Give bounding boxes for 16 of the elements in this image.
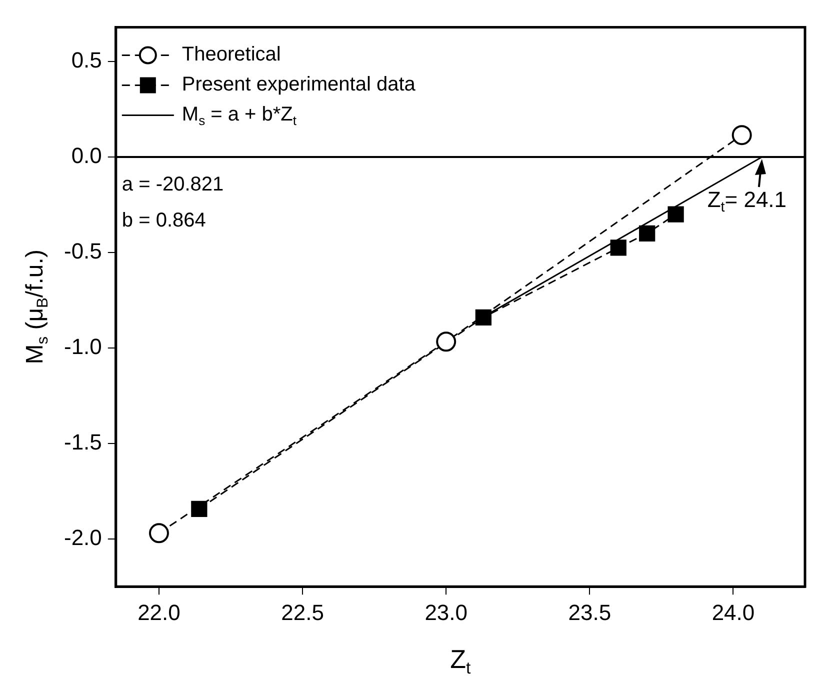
legend-label: Theoretical: [182, 44, 281, 66]
y-tick-label: -1.5: [64, 429, 102, 454]
x-tick-label: 22.0: [138, 600, 180, 625]
annotation: b = 0.864: [122, 210, 206, 232]
y-tick-label: -0.5: [64, 238, 102, 264]
y-axis-title: Ms (μB/f.u.): [22, 250, 52, 364]
x-tick-label: 22.5: [281, 600, 324, 625]
x-tick-label: 23.0: [424, 600, 468, 625]
x-tick-label: 23.5: [568, 600, 612, 625]
x-tick-label: 24.0: [712, 600, 755, 625]
y-tick-label: -1.0: [64, 334, 102, 360]
y-tick-label: -2.0: [64, 524, 102, 550]
legend-label: Present experimental data: [182, 74, 416, 96]
y-tick-label: 0.0: [71, 143, 102, 168]
annotation: a = -20.821: [122, 174, 224, 196]
y-tick-label: 0.5: [71, 48, 102, 73]
